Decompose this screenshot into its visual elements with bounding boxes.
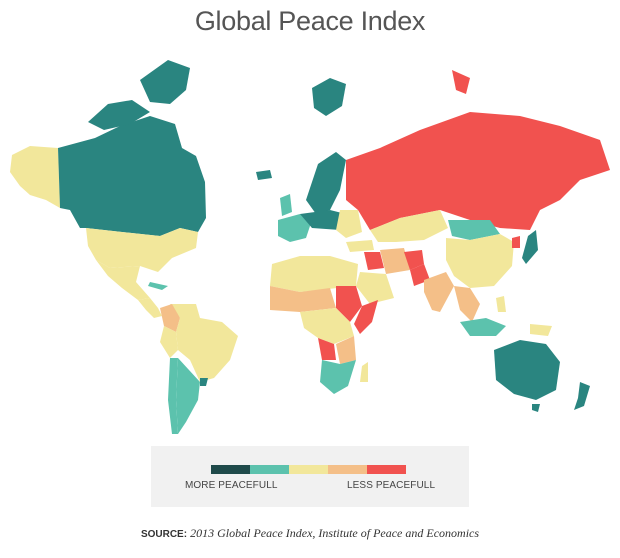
legend-swatch-1 — [211, 465, 250, 474]
region-new-zealand — [574, 382, 590, 410]
region-mexico — [96, 260, 150, 300]
region-russia — [346, 112, 610, 230]
region-chile — [168, 358, 178, 434]
region-iraq — [364, 252, 384, 270]
region-central-america — [138, 298, 162, 318]
region-canada-arctic — [88, 100, 150, 130]
source-label: SOURCE: — [140, 529, 188, 540]
region-united-states — [86, 228, 198, 272]
legend-swatch-3 — [289, 465, 328, 474]
region-mongolia — [448, 220, 500, 240]
legend-less-peaceful-label: LESS PEACEFULL — [347, 480, 436, 491]
region-cuba — [148, 282, 168, 290]
legend: MORE PEACEFULL LESS PEACEFULL — [151, 446, 469, 507]
page-title: Global Peace Index — [194, 6, 426, 36]
region-alaska — [10, 146, 60, 208]
region-colombia — [160, 304, 180, 332]
region-east-africa — [336, 336, 356, 364]
region-turkey — [346, 240, 374, 252]
region-scandinavia — [306, 152, 346, 214]
region-afghanistan — [404, 250, 424, 270]
region-australia — [494, 340, 560, 400]
region-canada-islands — [140, 60, 190, 104]
region-argentina — [176, 358, 200, 434]
region-canada — [58, 116, 206, 236]
region-central-europe — [300, 210, 346, 230]
region-eastern-europe — [336, 210, 362, 238]
region-dr-congo — [318, 338, 336, 360]
region-philippines — [496, 296, 506, 312]
region-iran — [380, 248, 410, 274]
region-brazil — [176, 318, 238, 382]
source-text: 2013 Global Peace Index, Institute of Pe… — [190, 526, 480, 540]
region-iceland — [256, 170, 272, 180]
legend-swatch-2 — [250, 465, 289, 474]
region-uruguay — [200, 378, 208, 386]
region-southeast-asia — [454, 286, 480, 322]
world-map — [10, 60, 610, 434]
region-sahel — [270, 286, 336, 312]
legend-swatch-4 — [328, 465, 367, 474]
source-credit: SOURCE: 2013 Global Peace Index, Institu… — [0, 526, 620, 541]
region-sudan — [336, 286, 362, 322]
region-china — [446, 234, 514, 288]
region-peru — [160, 326, 178, 358]
region-somalia — [354, 300, 378, 334]
region-india — [424, 272, 454, 312]
region-saudi-arabia — [356, 272, 394, 304]
region-japan — [522, 230, 538, 264]
region-madagascar — [360, 362, 368, 382]
region-indonesia — [460, 318, 506, 336]
legend-swatch-5 — [367, 465, 406, 474]
legend-more-peaceful-label: MORE PEACEFULL — [185, 480, 278, 491]
region-north-africa — [270, 256, 358, 292]
region-russia-north — [452, 70, 470, 94]
region-tasmania — [532, 404, 540, 412]
region-southern-africa — [320, 360, 356, 394]
region-kazakhstan — [370, 210, 448, 242]
region-papua — [530, 324, 552, 336]
region-uk — [280, 194, 292, 216]
region-greenland — [312, 78, 346, 116]
region-north-korea — [512, 236, 520, 248]
legend-scale — [211, 465, 406, 474]
region-western-europe — [278, 214, 312, 242]
region-central-africa — [300, 308, 354, 344]
